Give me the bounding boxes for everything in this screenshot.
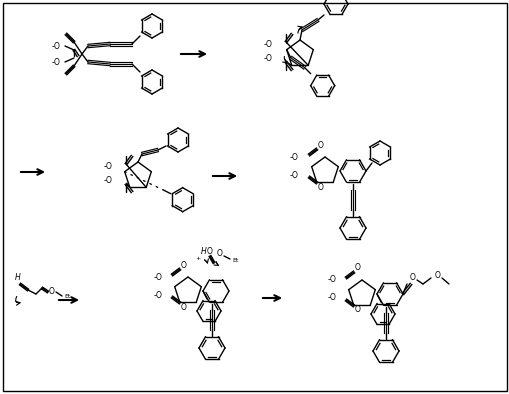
Text: -O: -O — [51, 58, 60, 67]
Text: -O: -O — [103, 175, 112, 184]
Text: O: O — [409, 273, 415, 282]
Text: -O: -O — [290, 152, 298, 162]
Text: -O: -O — [153, 273, 162, 281]
Text: O: O — [217, 249, 222, 258]
Text: O: O — [354, 264, 360, 273]
Text: -O: -O — [263, 54, 271, 63]
Text: O: O — [181, 303, 187, 312]
Text: -O: -O — [153, 290, 162, 299]
Text: O: O — [434, 271, 440, 281]
Text: -O: -O — [263, 39, 271, 48]
Text: -O: -O — [326, 294, 335, 303]
Text: +: + — [195, 256, 200, 262]
Text: O: O — [318, 182, 323, 191]
Text: O: O — [181, 260, 187, 269]
Text: -O: -O — [51, 41, 60, 50]
Text: -O: -O — [290, 171, 298, 180]
Text: -O: -O — [103, 162, 112, 171]
Text: Et: Et — [232, 258, 239, 264]
Text: O: O — [318, 141, 323, 149]
Text: O: O — [354, 305, 360, 314]
Text: H: H — [15, 273, 21, 282]
Text: -O: -O — [326, 275, 335, 284]
Text: Et: Et — [65, 294, 71, 299]
Text: H: H — [201, 247, 207, 255]
Text: O: O — [49, 288, 55, 297]
Text: O: O — [207, 247, 213, 255]
